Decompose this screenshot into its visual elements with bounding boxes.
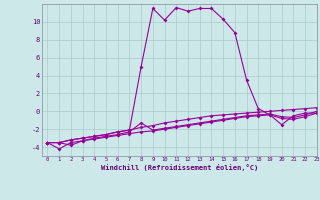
X-axis label: Windchill (Refroidissement éolien,°C): Windchill (Refroidissement éolien,°C) xyxy=(100,164,258,171)
